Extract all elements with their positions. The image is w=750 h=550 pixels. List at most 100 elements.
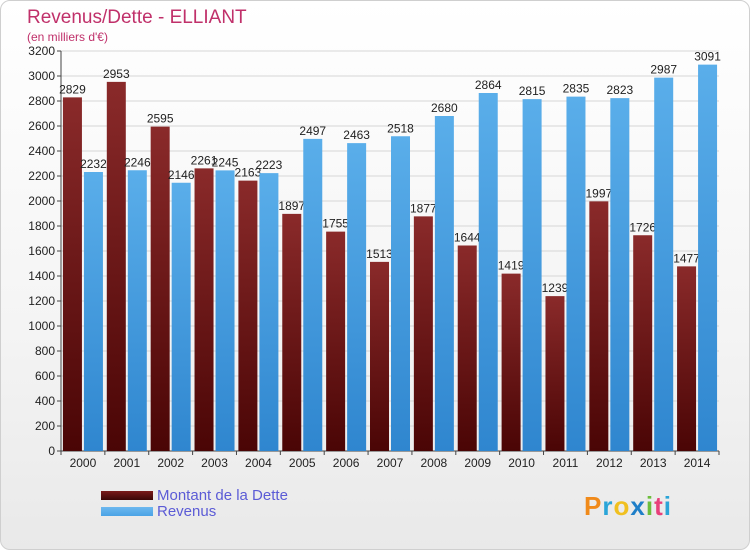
data-label-revenus: 2518: [387, 121, 414, 135]
y-tick-label: 1000: [28, 319, 55, 333]
logo-letter: r: [602, 491, 614, 521]
bar-dette: [501, 273, 521, 451]
data-label-revenus: 2987: [650, 63, 677, 77]
data-label-revenus: 2823: [606, 83, 633, 97]
data-label-dette: 1897: [278, 199, 305, 213]
legend-label-revenus: Revenus: [157, 502, 217, 520]
bar-revenus: [654, 77, 674, 451]
x-tick-label: 2009: [464, 456, 491, 470]
y-tick-label: 600: [35, 369, 55, 383]
x-tick-label: 2001: [113, 456, 140, 470]
data-label-revenus: 2835: [563, 82, 590, 96]
bar-dette: [62, 97, 82, 451]
bar-revenus: [347, 143, 367, 451]
data-label-dette: 2953: [103, 67, 130, 81]
bar-dette: [589, 201, 609, 451]
data-label-revenus: 2146: [168, 168, 195, 182]
data-label-revenus: 2246: [124, 155, 151, 169]
bar-dette: [677, 266, 697, 451]
x-tick-label: 2010: [508, 456, 535, 470]
data-label-revenus: 2463: [343, 128, 370, 142]
logo-letter: i: [663, 491, 672, 521]
bar-revenus: [303, 138, 323, 451]
x-tick-label: 2013: [640, 456, 667, 470]
y-tick-label: 1200: [28, 294, 55, 308]
bar-revenus: [259, 173, 279, 451]
legend-label-dette: Montant de la Dette: [157, 486, 288, 504]
y-tick-label: 3000: [28, 69, 55, 83]
data-label-dette: 2595: [147, 112, 174, 126]
x-tick-label: 2011: [553, 456, 579, 470]
logo-letter: i: [645, 491, 655, 521]
data-label-revenus: 2864: [475, 78, 502, 92]
data-label-revenus: 2815: [519, 84, 546, 98]
x-tick-label: 2012: [596, 456, 623, 470]
legend-item-revenus: Revenus: [101, 502, 288, 520]
x-tick-label: 2002: [157, 456, 184, 470]
bar-revenus: [566, 96, 586, 451]
bar-revenus: [522, 99, 542, 451]
legend: Montant de la Dette Revenus: [101, 486, 288, 520]
data-label-dette: 2261: [191, 153, 218, 167]
logo-letter: o: [613, 491, 631, 521]
bar-dette: [238, 180, 258, 451]
bar-dette: [150, 126, 170, 451]
bar-revenus: [434, 116, 454, 451]
x-tick-label: 2014: [684, 456, 711, 470]
x-tick-label: 2008: [421, 456, 448, 470]
proxiti-logo: Proxiti: [584, 491, 672, 522]
legend-swatch-dette: [101, 490, 153, 500]
data-label-revenus: 2223: [256, 158, 283, 172]
bar-revenus: [698, 64, 718, 451]
bar-dette: [194, 168, 214, 451]
x-tick-label: 2006: [333, 456, 360, 470]
bar-revenus: [171, 182, 191, 451]
bar-revenus: [83, 172, 103, 451]
data-label-dette: 1477: [673, 251, 700, 265]
y-tick-label: 800: [35, 344, 55, 358]
y-tick-label: 2800: [28, 94, 55, 108]
data-label-dette: 1877: [410, 201, 437, 215]
data-label-dette: 1239: [542, 281, 569, 295]
legend-swatch-revenus: [101, 506, 153, 516]
y-tick-label: 2600: [28, 119, 55, 133]
data-label-dette: 1513: [366, 247, 393, 261]
y-tick-label: 200: [35, 419, 55, 433]
y-tick-label: 2200: [28, 169, 55, 183]
bar-revenus: [610, 98, 630, 451]
bar-dette: [326, 231, 346, 451]
bar-dette: [457, 245, 477, 451]
x-tick-label: 2004: [245, 456, 272, 470]
chart-title: Revenus/Dette - ELLIANT: [27, 7, 247, 28]
data-label-dette: 2163: [235, 166, 262, 180]
logo-letter: t: [654, 491, 664, 521]
data-label-revenus: 3091: [694, 50, 721, 64]
y-tick-label: 400: [35, 394, 55, 408]
bar-revenus: [127, 170, 147, 451]
y-tick-label: 1800: [28, 219, 55, 233]
data-label-dette: 1997: [585, 186, 612, 200]
bar-dette: [545, 296, 565, 451]
data-label-dette: 1726: [629, 220, 656, 234]
bar-dette: [282, 213, 302, 451]
data-label-revenus: 2245: [212, 155, 239, 169]
y-tick-label: 0: [48, 444, 55, 458]
data-label-revenus: 2232: [80, 157, 107, 171]
x-tick-label: 2003: [201, 456, 228, 470]
bar-dette: [370, 261, 389, 451]
logo-letter: P: [584, 491, 603, 521]
bar-dette: [106, 81, 126, 451]
y-tick-label: 1400: [28, 269, 55, 283]
y-tick-label: 1600: [28, 244, 55, 258]
logo-letter: x: [630, 491, 646, 521]
bar-revenus: [391, 136, 410, 451]
y-tick-label: 3200: [28, 44, 55, 58]
x-tick-label: 2000: [70, 456, 97, 470]
bar-dette: [633, 235, 653, 451]
legend-item-dette: Montant de la Dette: [101, 486, 288, 504]
data-label-dette: 1419: [498, 259, 525, 273]
data-label-revenus: 2497: [299, 124, 326, 138]
x-tick-label: 2007: [377, 456, 404, 470]
